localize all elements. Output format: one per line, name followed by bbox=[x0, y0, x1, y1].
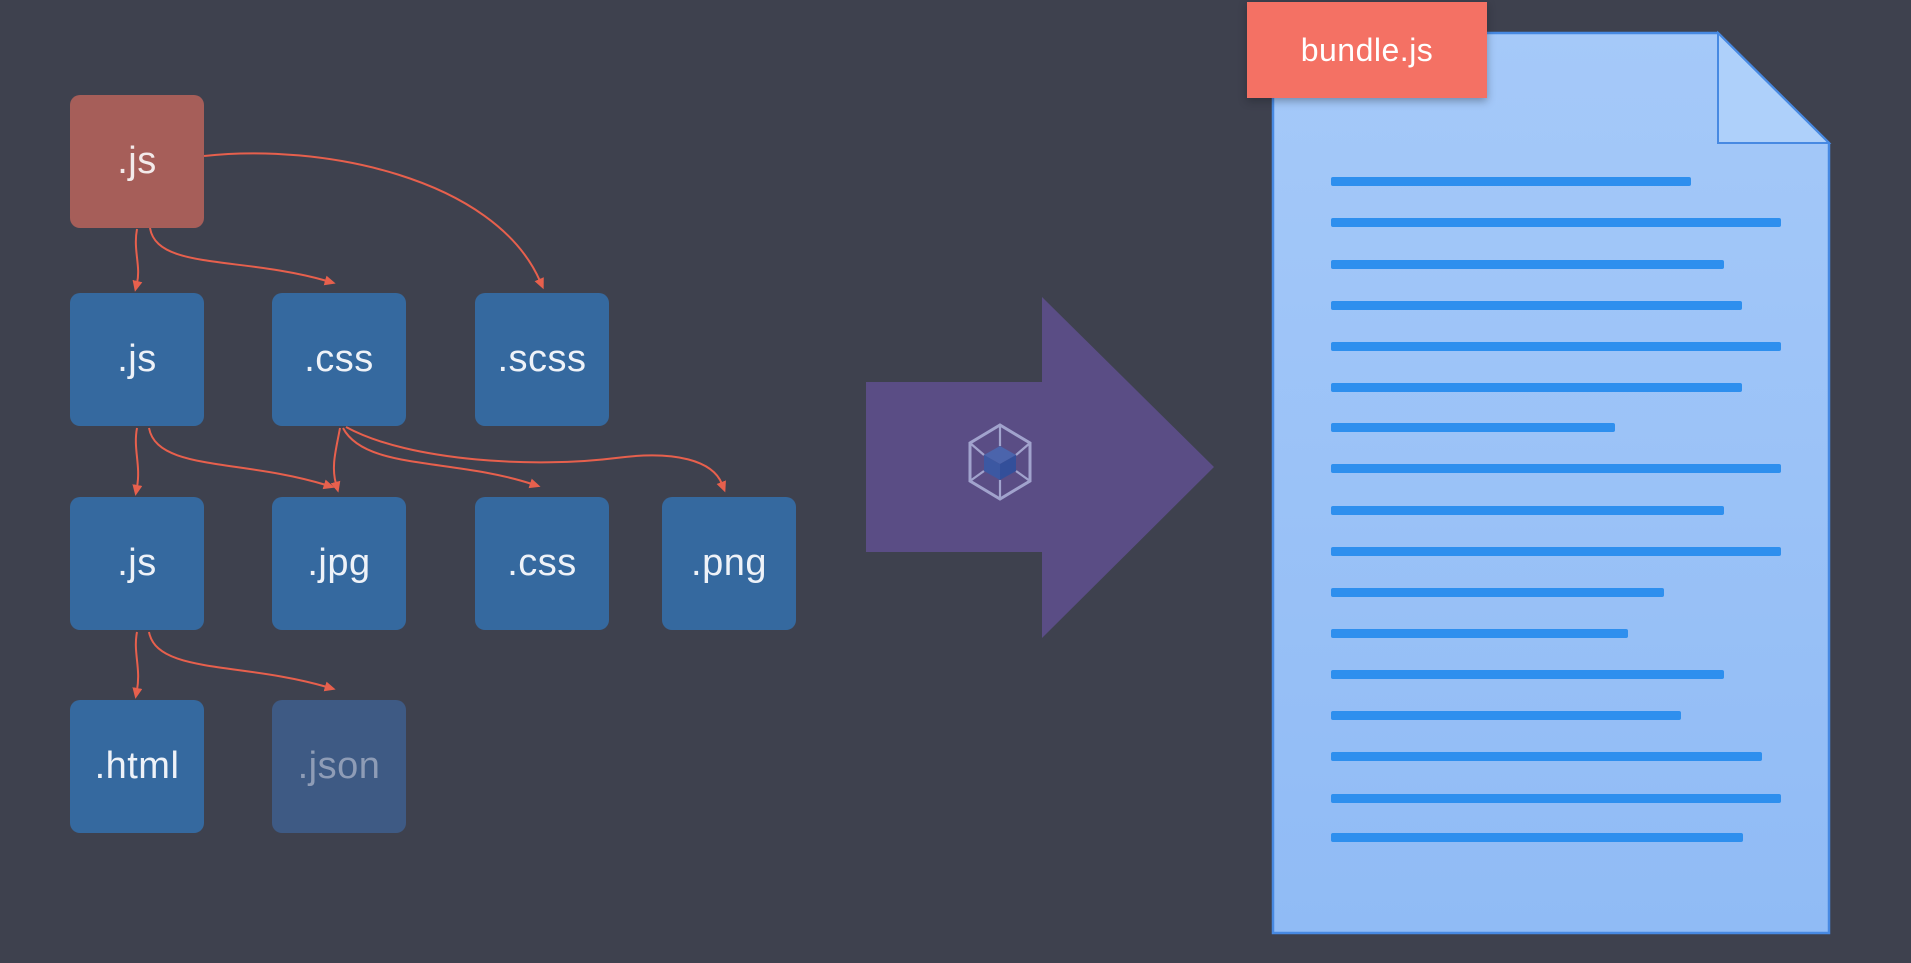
webpack-logo-icon bbox=[968, 423, 1032, 501]
file-node-label: .css bbox=[304, 338, 374, 380]
bundle-tab-label: bundle.js bbox=[1300, 31, 1434, 68]
code-line bbox=[1331, 711, 1681, 720]
code-line bbox=[1331, 547, 1781, 556]
file-node-label: .html bbox=[94, 745, 180, 787]
dependency-edges bbox=[132, 152, 726, 699]
file-node-label: .jpg bbox=[307, 542, 371, 584]
file-node-label: .js bbox=[117, 140, 157, 182]
file-node-label: .js bbox=[117, 338, 157, 380]
edge-js-2-to-jpg-3 bbox=[148, 427, 335, 490]
file-node-label: .js bbox=[117, 542, 157, 584]
edge-entry-js-to-js-2 bbox=[132, 228, 143, 292]
file-node-png-3: .png bbox=[662, 497, 796, 630]
code-line bbox=[1331, 752, 1762, 761]
code-line bbox=[1331, 464, 1781, 473]
file-node-html-4: .html bbox=[70, 700, 204, 833]
code-line bbox=[1331, 794, 1781, 803]
edge-js-3-to-json-4 bbox=[148, 631, 336, 692]
file-node-js-2: .js bbox=[70, 293, 204, 426]
code-line bbox=[1331, 588, 1664, 597]
file-node-label: .png bbox=[691, 542, 767, 584]
edge-css-2-to-css-3 bbox=[342, 427, 541, 489]
file-node-css-3: .css bbox=[475, 497, 609, 630]
file-node-jpg-3: .jpg bbox=[272, 497, 406, 630]
code-line bbox=[1331, 629, 1628, 638]
webpack-cube-right-face bbox=[1000, 455, 1016, 480]
code-line bbox=[1331, 301, 1742, 310]
code-line bbox=[1331, 670, 1724, 679]
code-line bbox=[1331, 383, 1742, 392]
code-line bbox=[1331, 423, 1615, 432]
edge-css-2-to-png-3 bbox=[345, 426, 726, 493]
code-line bbox=[1331, 833, 1743, 842]
file-node-json-4: .json bbox=[272, 700, 406, 833]
bundle-tab: bundle.js bbox=[1247, 2, 1487, 98]
bundle-document bbox=[1271, 30, 1832, 935]
code-line bbox=[1331, 260, 1724, 269]
bundler-arrow bbox=[866, 297, 1214, 638]
file-node-css-2: .css bbox=[272, 293, 406, 426]
edge-entry-js-to-scss-2 bbox=[203, 152, 544, 290]
page-fold-corner-icon bbox=[1717, 30, 1832, 144]
code-line bbox=[1331, 342, 1781, 351]
file-node-label: .css bbox=[507, 542, 577, 584]
edge-entry-js-to-css-2 bbox=[149, 227, 336, 286]
file-node-scss-2: .scss bbox=[475, 293, 609, 426]
code-lines bbox=[1331, 177, 1781, 842]
edge-js-2-to-js-3 bbox=[132, 427, 143, 496]
edge-js-3-to-html-4 bbox=[132, 631, 143, 699]
code-line bbox=[1331, 506, 1724, 515]
document-page bbox=[1271, 31, 1831, 935]
file-node-label: .scss bbox=[497, 338, 587, 380]
edge-css-2-to-jpg-3 bbox=[330, 427, 341, 493]
file-node-entry-js: .js bbox=[70, 95, 204, 228]
code-line bbox=[1331, 218, 1781, 227]
code-line bbox=[1331, 177, 1691, 186]
file-node-label: .json bbox=[297, 745, 381, 787]
webpack-cube-left-face bbox=[984, 455, 1000, 480]
file-node-js-3: .js bbox=[70, 497, 204, 630]
